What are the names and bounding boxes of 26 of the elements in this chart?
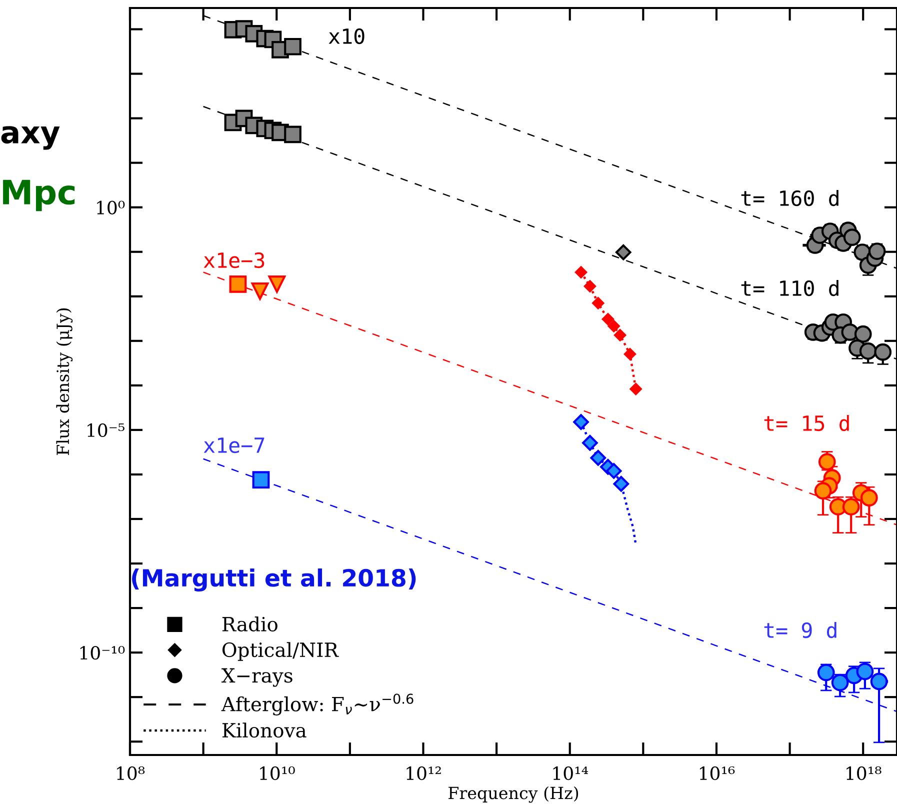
annotation: x1e−7 (204, 438, 264, 454)
legend-label: Afterglow: F$_{ν}$∼ν$^{−0.6}$ (221, 694, 414, 716)
legend-label: X−rays (222, 668, 292, 687)
legend-label: Kilonova (222, 722, 306, 738)
legend-label: Optical/NIR (222, 642, 339, 661)
annotation: x1e−3 (204, 252, 264, 268)
y-axis-title: Flux density (μJy) (56, 308, 73, 455)
annotation: t= 160 d (741, 190, 838, 206)
x-tick-label: 10⁸ (117, 766, 145, 780)
y-tick-label: 10⁰ (97, 200, 125, 214)
annotation: t= 9 d (764, 622, 836, 638)
y-tick-label: 10⁻¹⁰ (80, 646, 125, 660)
annotation: x10 (328, 28, 364, 44)
x-axis-title: Frequency (Hz) (448, 786, 578, 803)
annotation: (Margutti et al. 2018) (132, 568, 416, 592)
legend-label: Radio (222, 616, 278, 632)
annotation: t= 110 d (741, 280, 838, 296)
x-tick-label: 10¹⁶ (700, 766, 735, 780)
x-tick-label: 10¹⁴ (553, 766, 588, 780)
y-tick-label: 10⁻⁵ (88, 423, 124, 438)
x-tick-label: 10¹⁸ (846, 766, 882, 780)
x-tick-label: 10¹² (406, 766, 441, 780)
annotation: t= 15 d (764, 414, 849, 432)
x-tick-label: 10¹⁰ (260, 766, 295, 780)
text: Mpc (3, 180, 75, 212)
text: axy (1, 126, 60, 150)
